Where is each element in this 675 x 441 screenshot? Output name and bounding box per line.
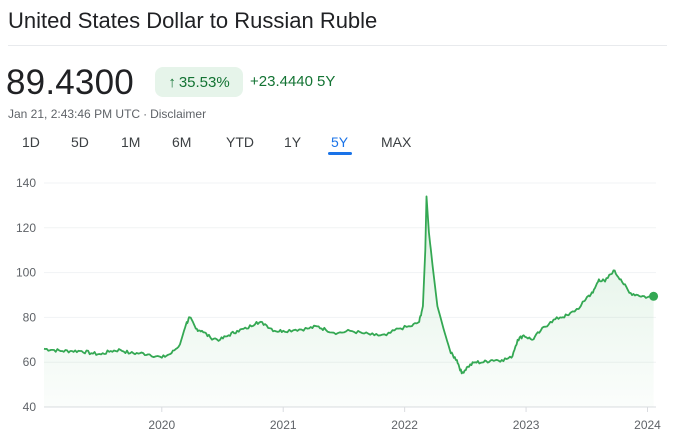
range-tab-5d[interactable]: 5D bbox=[71, 134, 89, 150]
current-price-point[interactable] bbox=[649, 291, 659, 301]
range-tab-1y[interactable]: 1Y bbox=[284, 134, 302, 150]
active-range-indicator bbox=[328, 152, 352, 155]
page-title: United States Dollar to Russian Ruble bbox=[8, 8, 378, 33]
absolute-change-value: +23.4440 bbox=[250, 73, 313, 90]
disclaimer-link[interactable]: Disclaimer bbox=[150, 107, 207, 121]
price-area-fill bbox=[44, 196, 654, 407]
range-tab-6m[interactable]: 6M bbox=[172, 134, 192, 150]
x-tick-label: 2021 bbox=[270, 418, 297, 432]
y-axis: 40 60 80 100 120 140 bbox=[16, 176, 36, 414]
y-tick-label: 120 bbox=[16, 221, 36, 235]
x-tick-label: 2020 bbox=[148, 418, 175, 432]
y-tick-label: 80 bbox=[23, 310, 37, 324]
x-tick-label: 2022 bbox=[391, 418, 418, 432]
percent-change-value: 35.53% bbox=[178, 73, 230, 91]
current-price: 89.4300 bbox=[6, 63, 134, 102]
y-tick-label: 40 bbox=[23, 400, 37, 414]
y-tick-label: 140 bbox=[16, 176, 36, 190]
absolute-change: +23.4440 5Y bbox=[250, 73, 335, 90]
range-tab-max[interactable]: MAX bbox=[381, 134, 412, 150]
header-divider bbox=[8, 45, 667, 46]
range-tab-1m[interactable]: 1M bbox=[121, 134, 141, 150]
range-tab-1d[interactable]: 1D bbox=[22, 134, 40, 150]
y-tick-label: 60 bbox=[23, 355, 37, 369]
percent-change-badge: ↑ 35.53% bbox=[155, 67, 243, 97]
x-tick-label: 2024 bbox=[634, 418, 661, 432]
y-tick-label: 100 bbox=[16, 266, 36, 280]
x-tick-label: 2023 bbox=[513, 418, 540, 432]
arrow-up-icon: ↑ bbox=[168, 73, 176, 91]
range-tab-5y[interactable]: 5Y bbox=[331, 134, 349, 150]
x-axis: 2020 2021 2022 2023 2024 bbox=[148, 407, 661, 432]
timestamp-line: Jan 21, 2:43:46 PM UTC · Disclaimer bbox=[8, 107, 206, 121]
price-line bbox=[43, 195, 655, 375]
timestamp: Jan 21, 2:43:46 PM UTC bbox=[8, 107, 141, 121]
change-period: 5Y bbox=[316, 73, 336, 90]
separator: · bbox=[143, 107, 148, 121]
range-tab-ytd[interactable]: YTD bbox=[226, 134, 254, 150]
